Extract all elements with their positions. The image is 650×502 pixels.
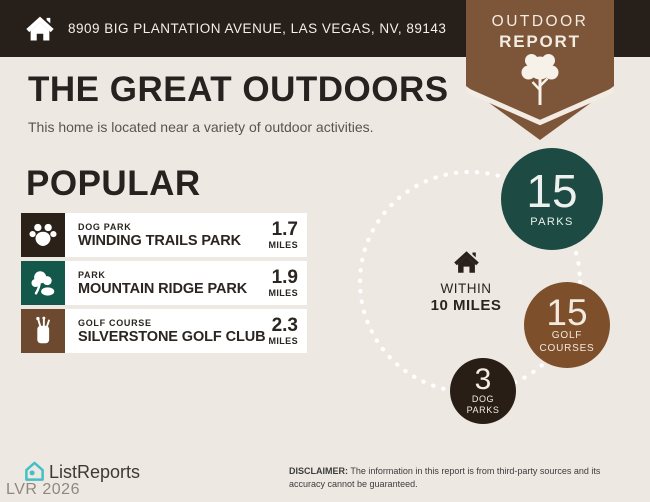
golf-icon-tile xyxy=(21,309,65,353)
badge-title-line1: OUTDOOR xyxy=(491,13,589,30)
park-icon-tile xyxy=(21,261,65,305)
item-name: MOUNTAIN RIDGE PARK xyxy=(78,280,248,297)
outdoor-report-badge: OUTDOOR REPORT xyxy=(466,0,614,142)
item-distance-unit: MILES xyxy=(268,336,298,346)
item-distance: 1.7 xyxy=(271,219,298,240)
disclaimer-text: The information in this report is from t… xyxy=(289,466,601,489)
stat-circle-dog-parks: 3 DOG PARKS xyxy=(450,358,516,424)
item-distance: 2.3 xyxy=(271,315,298,336)
item-name: SILVERSTONE GOLF CLUB xyxy=(78,328,266,345)
within-label: WITHIN xyxy=(440,281,492,296)
item-distance: 1.9 xyxy=(271,267,298,288)
item-distance-unit: MILES xyxy=(268,240,298,250)
golf-bag-icon xyxy=(36,316,50,344)
page-title: THE GREAT OUTDOORS xyxy=(28,70,449,109)
item-category: PARK xyxy=(78,269,106,280)
stat-value: 15 xyxy=(526,164,578,217)
list-item-park: PARK MOUNTAIN RIDGE PARK 1.9 MILES xyxy=(21,261,307,305)
within-distance: 10 MILES xyxy=(430,297,502,314)
tree-icon xyxy=(521,54,559,105)
item-category: DOG PARK xyxy=(78,221,132,232)
disclaimer: DISCLAIMER: The information in this repo… xyxy=(289,465,637,490)
badge-shape xyxy=(466,0,614,140)
stat-label: PARKS xyxy=(466,405,500,416)
address-text: 8909 BIG PLANTATION AVENUE, LAS VEGAS, N… xyxy=(68,21,447,36)
dog-park-icon-tile xyxy=(21,213,65,257)
within-radius-label: WITHIN 10 MILES xyxy=(406,250,526,314)
stat-label: PARKS xyxy=(530,216,574,229)
dotted-radius-circle xyxy=(357,169,583,395)
home-icon xyxy=(26,16,54,41)
list-item-dog-park: DOG PARK WINDING TRAILS PARK 1.7 MILES xyxy=(21,213,307,257)
within-house-icon xyxy=(453,251,479,273)
stat-label: COURSES xyxy=(539,342,595,354)
paw-icon xyxy=(29,223,57,246)
item-distance-unit: MILES xyxy=(268,288,298,298)
listreports-brand: ListReports xyxy=(49,462,141,482)
stat-label: GOLF xyxy=(551,330,583,342)
disclaimer-label: DISCLAIMER: xyxy=(289,466,348,476)
stat-value: 3 xyxy=(474,362,492,396)
item-name: WINDING TRAILS PARK xyxy=(78,232,241,249)
page-subtitle: This home is located near a variety of o… xyxy=(28,119,374,135)
badge-title-line2: REPORT xyxy=(499,32,581,51)
popular-heading: POPULAR xyxy=(26,164,201,203)
stat-circle-golf-courses: 15 GOLF COURSES xyxy=(524,282,610,368)
park-icon xyxy=(31,271,55,296)
item-category: GOLF COURSE xyxy=(78,317,152,328)
list-item-golf-course: GOLF COURSE SILVERSTONE GOLF CLUB 2.3 MI… xyxy=(21,309,307,353)
popular-list: DOG PARK WINDING TRAILS PARK 1.7 MILES P… xyxy=(21,213,307,357)
listreports-logo-icon xyxy=(25,461,44,481)
stat-label: DOG xyxy=(471,394,495,404)
stat-value: 15 xyxy=(546,291,588,333)
stat-circle-parks: 15 PARKS xyxy=(501,148,603,250)
lvr-watermark: LVR 2026 xyxy=(6,481,80,498)
